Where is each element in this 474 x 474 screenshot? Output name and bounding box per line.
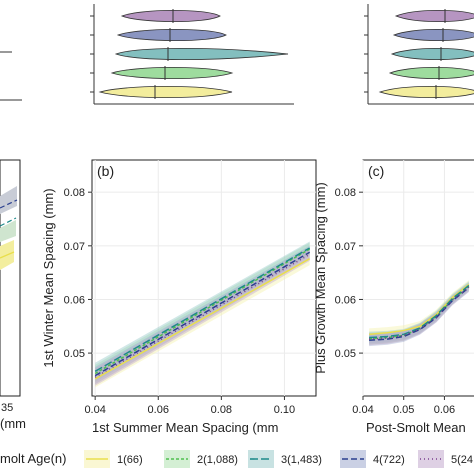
series-line — [369, 283, 470, 336]
panel-c-label: (c) — [368, 163, 384, 179]
y-tick-label: 0.06 — [64, 294, 85, 306]
confidence-band — [95, 241, 310, 380]
violin-shape — [110, 66, 234, 80]
left-x-axis-label: (mm — [0, 416, 26, 431]
left-panel-line-teal — [0, 217, 17, 227]
left-panel-ribbon-upper — [0, 186, 17, 214]
x-tick-label: 0.06 — [434, 404, 455, 416]
y-tick-label: 0.06 — [335, 294, 356, 306]
y-tick-label: 0.08 — [64, 187, 85, 199]
violin-shape — [394, 9, 474, 23]
confidence-band — [95, 252, 310, 388]
legend-label: 4(722) — [373, 454, 405, 466]
violin-shape — [392, 28, 474, 42]
violin-shape — [120, 9, 221, 23]
violin-shape — [388, 66, 474, 80]
panel-c-ticks: 0.05 0.06 0.07 0.08 0.04 0.05 0.06 — [335, 187, 456, 416]
y-tick-label: 0.07 — [335, 241, 356, 253]
panel-b-x-axis-label: 1st Summer Mean Spacing (mm — [92, 420, 278, 435]
y-tick-label: 0.08 — [335, 187, 356, 199]
violin-shape — [390, 47, 474, 61]
violin-shape — [98, 85, 233, 99]
panel-c-series-lines — [369, 283, 470, 341]
series-line — [94, 247, 311, 372]
legend-title: molt Age(n) — [0, 451, 66, 466]
x-tick-label: 0.08 — [211, 404, 232, 416]
panel-b-ticks: 0.05 0.06 0.07 0.08 0.04 0.06 0.08 0.10 — [64, 187, 296, 416]
series-line — [369, 284, 470, 339]
legend-label: 3(1,483) — [281, 454, 322, 466]
confidence-band — [369, 282, 469, 346]
top-left-violin-fragment — [0, 51, 22, 101]
series-line — [94, 251, 311, 377]
series-line — [369, 287, 470, 341]
panel-c-x-axis-label: Post-Smolt Mean — [366, 420, 466, 435]
panel-b-label: (b) — [97, 163, 114, 179]
left-panel-fragment: 35 (mm — [0, 159, 26, 431]
x-tick-label: 0.10 — [274, 404, 295, 416]
x-tick-label: 0.05 — [393, 404, 414, 416]
series-line — [94, 258, 311, 380]
left-axis-tick-label: 35 — [1, 402, 13, 414]
panel-b-y-axis-label: 1st Winter Mean Spacing (mm) — [41, 188, 56, 367]
legend-key-band — [418, 450, 444, 468]
legend-label: 5(24 — [451, 454, 473, 466]
legend-label: 2(1,088) — [197, 454, 238, 466]
x-tick-label: 0.04 — [84, 404, 105, 416]
violin-panel-middle — [90, 4, 294, 105]
y-tick-label: 0.05 — [335, 348, 356, 360]
confidence-band — [369, 282, 469, 345]
left-panel-line-yellow — [0, 251, 15, 259]
violin-panel-right — [364, 4, 474, 105]
panel-c-frame — [362, 159, 474, 397]
violin-shape — [114, 47, 289, 61]
panel-c-grid — [362, 160, 474, 396]
panel-c-y-axis-label: Plus Growth Mean Spacing (mm) — [313, 182, 328, 373]
y-tick-label: 0.05 — [64, 348, 85, 360]
legend-items: 1(66) 2(1,088) 3(1,483) 4(722) 5(24 — [84, 450, 473, 468]
panel-b-series-lines — [94, 247, 311, 380]
panel-b: 0.05 0.06 0.07 0.08 0.04 0.06 0.08 0.10 (b) 1st… — [41, 159, 317, 435]
panel-b-grid — [92, 160, 316, 396]
series-line — [369, 286, 470, 340]
left-panel-ribbon-middle — [0, 220, 16, 242]
legend: molt Age(n) 1(66) 2(1,088) 3(1,483) 4(722) 5… — [0, 450, 473, 468]
confidence-band — [369, 281, 469, 344]
y-tick-label: 0.07 — [64, 241, 85, 253]
x-tick-label: 0.04 — [352, 404, 373, 416]
series-line — [94, 248, 311, 375]
violin-shape — [378, 85, 474, 99]
x-tick-label: 0.06 — [148, 404, 169, 416]
left-panel-line-blue — [0, 199, 18, 209]
confidence-band — [95, 242, 310, 383]
violin-shape — [116, 28, 227, 42]
panel-c: 0.05 0.06 0.07 0.08 0.04 0.05 0.06 (c) Post-Sm… — [313, 159, 474, 435]
legend-label: 1(66) — [117, 454, 143, 466]
